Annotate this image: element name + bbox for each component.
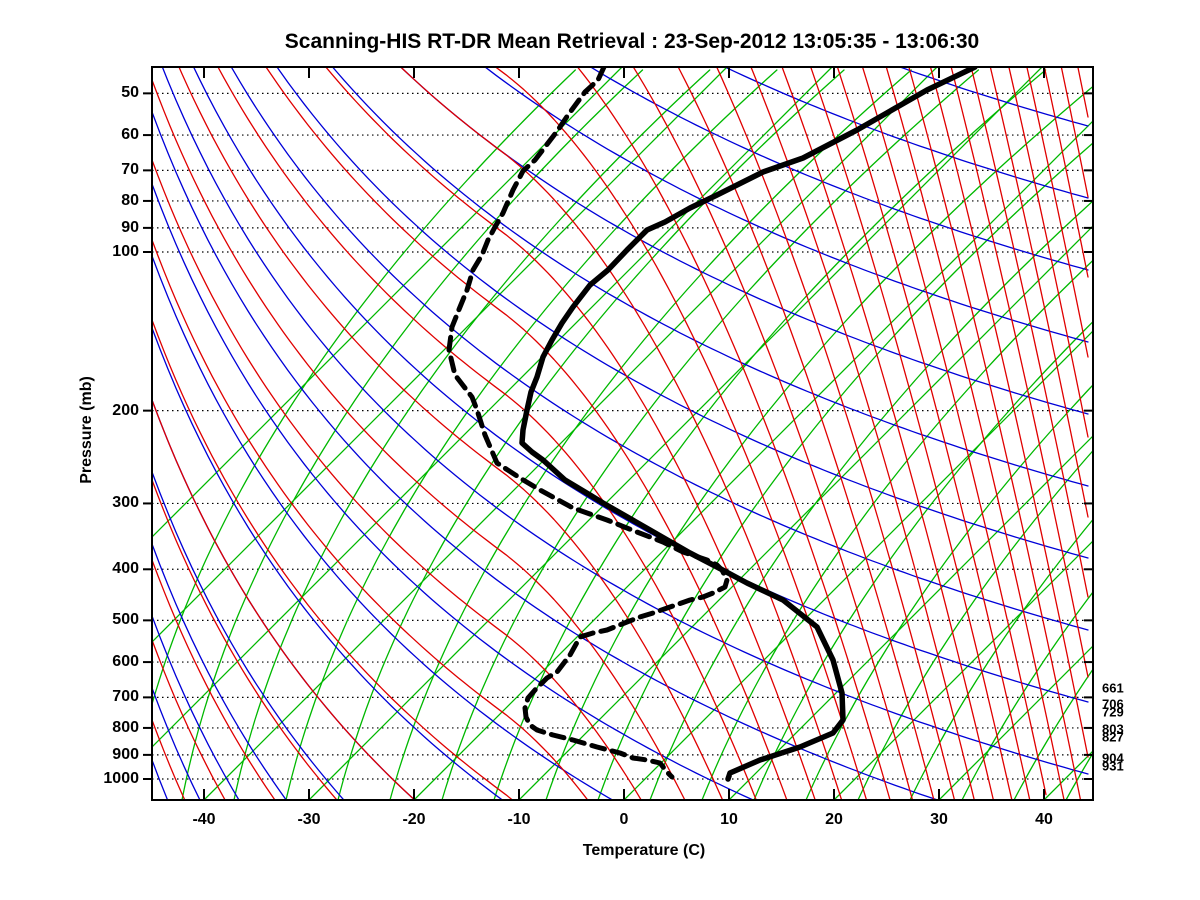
x-tick-label--40: -40 xyxy=(192,811,216,828)
right-pressure-label-827: 827 xyxy=(1102,729,1124,745)
right-pressure-label-706: 706 xyxy=(1102,696,1124,712)
temperature-curve xyxy=(519,67,978,782)
y-tick-label-100: 100 xyxy=(112,243,139,260)
x-tick-label-40: 40 xyxy=(1035,811,1053,828)
axis-tick-marks xyxy=(143,67,1093,800)
background-line-families xyxy=(152,67,1093,800)
x-axis-label: Temperature (C) xyxy=(582,842,706,859)
green-moist-adiabat-lines xyxy=(152,69,1093,800)
y-axis-label: Pressure (mb) xyxy=(78,376,95,484)
y-tick-label-200: 200 xyxy=(112,401,139,419)
right-pressure-label-931: 931 xyxy=(1102,758,1124,774)
x-tick-label-30: 30 xyxy=(930,811,948,828)
right-pressure-label-661: 661 xyxy=(1102,680,1124,696)
y-tick-label-70: 70 xyxy=(121,161,139,179)
y-tick-label-1000: 1000 xyxy=(103,770,139,787)
right-pressure-label-904: 904 xyxy=(1102,750,1124,766)
x-tick-label--20: -20 xyxy=(402,811,426,828)
red-adiabat-lines xyxy=(152,67,1089,800)
y-tick-label-600: 600 xyxy=(112,653,139,671)
x-tick-label-10: 10 xyxy=(720,811,738,828)
plot-frame xyxy=(151,66,1094,801)
y-tick-label-80: 80 xyxy=(121,191,139,209)
chart-title: Scanning-HIS RT-DR Mean Retrieval : 23-S… xyxy=(284,30,980,53)
pressure-gridlines xyxy=(152,92,1093,780)
y-tick-label-700: 700 xyxy=(112,688,139,706)
x-tick-label--10: -10 xyxy=(507,811,531,828)
y-tick-label-800: 800 xyxy=(112,718,139,736)
right-pressure-label-803: 803 xyxy=(1102,721,1124,737)
x-tick-label--30: -30 xyxy=(297,811,321,828)
y-tick-label-300: 300 xyxy=(112,494,139,512)
green-isotherm-lines xyxy=(152,67,1093,800)
y-tick-label-900: 900 xyxy=(112,745,139,763)
y-tick-label-60: 60 xyxy=(121,126,139,144)
y-tick-label-500: 500 xyxy=(112,611,139,629)
x-tick-label-0: 0 xyxy=(619,811,629,828)
x-tick-label-20: 20 xyxy=(825,811,843,828)
right-pressure-label-729: 729 xyxy=(1102,704,1124,720)
sounding-curves xyxy=(446,67,978,782)
y-tick-label-50: 50 xyxy=(121,84,139,102)
y-tick-label-400: 400 xyxy=(112,560,139,578)
y-tick-label-90: 90 xyxy=(121,218,139,236)
